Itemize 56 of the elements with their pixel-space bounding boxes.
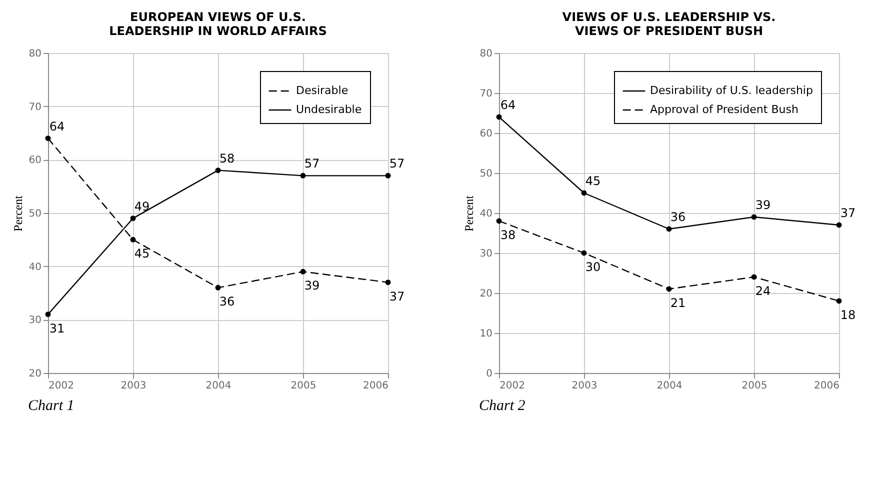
y-tick-label: 80: [480, 48, 492, 60]
legend-label: Desirability of U.S. leadership: [650, 84, 813, 97]
y-tick-label: 80: [28, 48, 42, 60]
caption: Chart 1: [28, 398, 74, 414]
y-tick-label: 60: [28, 155, 42, 166]
y-tick-label: 20: [480, 288, 492, 300]
data-label: 57: [304, 156, 320, 171]
x-tick-label: 2005: [290, 380, 316, 392]
data-label: 31: [49, 321, 65, 336]
y-tick-label: 10: [480, 328, 492, 340]
data-label: 21: [670, 296, 686, 310]
data-label: 39: [755, 198, 771, 212]
data-label: 36: [219, 294, 235, 309]
legend-label: Undesirable: [296, 103, 362, 116]
x-tick-label: 2005: [742, 380, 768, 392]
x-tick-label: 2004: [206, 380, 232, 392]
data-label: 64: [500, 98, 516, 112]
x-tick-label: 2003: [572, 380, 598, 392]
data-label: 24: [755, 284, 771, 298]
y-tick-label: 70: [480, 88, 492, 100]
data-label: 45: [585, 174, 601, 188]
data-label: 49: [134, 199, 150, 214]
data-label: 64: [49, 119, 65, 134]
data-label: 30: [585, 260, 601, 274]
chart-title: VIEWS OF U.S. LEADERSHIP VS. VIEWS OF PRESIDENT BUSH: [562, 10, 776, 38]
y-tick-label: 0: [486, 368, 492, 380]
x-tick-label: 2004: [656, 380, 682, 392]
x-tick-label: 2006: [363, 380, 388, 392]
y-tick-label: 70: [28, 102, 42, 113]
x-tick-label: 2002: [48, 380, 74, 392]
caption: Chart 2: [479, 398, 526, 414]
x-tick-label: 2003: [120, 380, 146, 392]
y-tick-label: 50: [28, 208, 42, 220]
y-tick-label: 40: [28, 262, 42, 273]
y-tick-label: 60: [480, 128, 492, 140]
data-label: 39: [304, 278, 320, 293]
x-tick-label: 2002: [500, 380, 525, 392]
y-axis-title: Percent: [10, 194, 25, 232]
data-label: 38: [500, 228, 516, 242]
y-tick-label: 50: [480, 168, 492, 180]
data-label: 37: [840, 206, 856, 220]
data-label: 36: [670, 210, 686, 224]
data-label: 58: [219, 151, 235, 166]
data-label: 37: [389, 289, 405, 304]
data-label: 57: [389, 156, 405, 171]
data-label: 45: [134, 246, 150, 261]
y-tick-label: 30: [480, 248, 492, 260]
legend-label: Approval of President Bush: [650, 103, 798, 116]
data-label: 18: [840, 308, 856, 322]
y-axis-title: Percent: [462, 194, 476, 232]
x-tick-label: 2006: [814, 380, 840, 392]
chart-title: EUROPEAN VIEWS OF U.S. LEADERSHIP IN WORLD AFFAIRS: [109, 10, 327, 38]
legend-label: Desirable: [296, 84, 348, 97]
y-tick-label: 20: [28, 368, 42, 380]
y-tick-label: 30: [28, 315, 42, 326]
y-tick-label: 40: [480, 208, 492, 220]
